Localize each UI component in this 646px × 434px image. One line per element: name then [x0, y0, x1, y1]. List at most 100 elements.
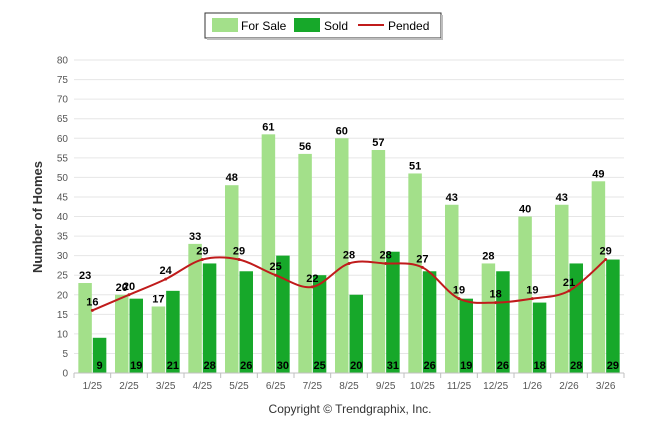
- x-tick-label: 9/25: [376, 381, 396, 392]
- pended-point[interactable]: [494, 301, 498, 305]
- bar-sold[interactable]: [349, 294, 364, 373]
- y-tick-label: 50: [57, 173, 69, 184]
- legend-swatch-sold: [294, 18, 320, 32]
- data-label-for-sale: 51: [409, 160, 421, 172]
- data-label-sold: 9: [97, 360, 103, 372]
- pended-point[interactable]: [127, 293, 131, 297]
- bar-for-sale[interactable]: [298, 153, 312, 373]
- data-label-sold: 25: [313, 360, 325, 372]
- y-tick-label: 25: [57, 271, 69, 282]
- pended-point[interactable]: [310, 285, 314, 289]
- legend-shadow-bottom: [207, 38, 443, 40]
- pended-point[interactable]: [604, 258, 608, 262]
- data-label-for-sale: 17: [152, 293, 164, 305]
- data-label-pended: 16: [86, 296, 98, 308]
- bar-sold[interactable]: [129, 298, 144, 373]
- bar-for-sale[interactable]: [371, 149, 386, 373]
- data-label-pended: 25: [270, 261, 282, 273]
- bar-sold[interactable]: [606, 259, 620, 373]
- data-label-for-sale: 43: [556, 192, 568, 204]
- x-tick-label: 2/25: [119, 381, 139, 392]
- bar-sold[interactable]: [386, 251, 400, 373]
- bar-sold[interactable]: [239, 271, 254, 373]
- bar-sold[interactable]: [496, 271, 510, 373]
- pended-point[interactable]: [420, 265, 424, 269]
- data-label-for-sale: 40: [519, 204, 531, 216]
- bar-sold[interactable]: [459, 298, 474, 373]
- bars: [78, 134, 620, 374]
- data-label-for-sale: 56: [299, 141, 311, 153]
- data-label-pended: 19: [453, 285, 465, 297]
- bar-for-sale[interactable]: [188, 243, 202, 373]
- bar-sold[interactable]: [422, 271, 437, 373]
- y-tick-label: 80: [57, 56, 69, 67]
- bar-sold[interactable]: [532, 302, 547, 373]
- data-label-for-sale: 23: [79, 270, 91, 282]
- pended-point[interactable]: [237, 258, 241, 262]
- legend-item-pended[interactable]: Pended: [358, 19, 429, 33]
- x-tick-label: 3/25: [156, 381, 176, 392]
- data-label-sold: 19: [130, 360, 142, 372]
- pended-point[interactable]: [274, 273, 278, 277]
- data-label-sold: 19: [460, 360, 472, 372]
- bar-sold[interactable]: [202, 263, 217, 373]
- pended-point[interactable]: [530, 297, 534, 301]
- data-label-sold: 31: [387, 360, 399, 372]
- y-tick-label: 70: [57, 95, 69, 106]
- bar-for-sale[interactable]: [225, 185, 239, 373]
- bar-for-sale[interactable]: [151, 306, 166, 373]
- bar-for-sale[interactable]: [481, 263, 496, 373]
- data-labels: 23 9 20 19 17 21 33 28 48 26 61 30 56 25 60 20 57 31 51 26 4…: [79, 121, 619, 372]
- pended-point[interactable]: [164, 277, 168, 281]
- data-label-pended: 19: [526, 285, 538, 297]
- bar-for-sale[interactable]: [518, 216, 532, 374]
- data-label-sold: 30: [277, 360, 289, 372]
- data-label-for-sale: 48: [226, 172, 238, 184]
- x-tick-label: 11/25: [447, 381, 472, 392]
- bar-sold[interactable]: [276, 255, 290, 373]
- data-label-sold: 26: [497, 360, 509, 372]
- pended-point[interactable]: [457, 297, 461, 301]
- x-tick-label: 1/26: [523, 381, 543, 392]
- pended-point[interactable]: [200, 258, 204, 262]
- bar-for-sale[interactable]: [261, 134, 276, 373]
- legend-item-for-sale[interactable]: For Sale: [212, 18, 287, 33]
- legend-item-sold[interactable]: Sold: [294, 18, 348, 33]
- x-tick-label: 2/26: [559, 381, 579, 392]
- axes: 0 5 10 15 20 25 30 35 40 45 50 55 60 65 70 75 80 1/25 2/25…: [57, 56, 625, 392]
- y-tick-label: 20: [57, 290, 69, 301]
- bar-for-sale[interactable]: [445, 204, 459, 373]
- bar-sold[interactable]: [312, 275, 327, 373]
- bar-for-sale[interactable]: [78, 283, 92, 373]
- data-label-sold: 18: [533, 360, 545, 372]
- y-tick-label: 40: [57, 212, 69, 223]
- data-label-for-sale: 49: [592, 168, 604, 180]
- bar-for-sale[interactable]: [408, 173, 422, 373]
- data-label-sold: 28: [570, 360, 582, 372]
- y-tick-label: 15: [57, 310, 69, 321]
- x-tick-label: 6/25: [266, 381, 286, 392]
- x-tick-label: 7/25: [303, 381, 323, 392]
- bar-for-sale[interactable]: [591, 181, 606, 373]
- legend-label-sold: Sold: [324, 19, 348, 33]
- copyright-footer: Copyright © Trendgraphix, Inc.: [269, 402, 432, 416]
- pended-point[interactable]: [347, 261, 351, 265]
- data-label-pended: 20: [123, 281, 135, 293]
- pended-point[interactable]: [384, 261, 388, 265]
- bar-sold[interactable]: [92, 337, 107, 373]
- data-label-for-sale: 20: [116, 282, 128, 294]
- bar-sold[interactable]: [166, 290, 180, 373]
- data-label-pended: 22: [306, 273, 318, 285]
- pended-point[interactable]: [90, 308, 94, 312]
- legend[interactable]: For Sale Sold Pended: [204, 12, 443, 40]
- data-label-sold: 28: [203, 360, 215, 372]
- legend-label-for-sale: For Sale: [241, 19, 287, 33]
- bar-sold[interactable]: [569, 263, 584, 373]
- x-tick-label: 12/25: [483, 381, 508, 392]
- pended-point[interactable]: [567, 289, 571, 293]
- bar-for-sale[interactable]: [335, 138, 349, 373]
- bar-for-sale[interactable]: [115, 294, 129, 373]
- x-tick-label: 8/25: [339, 381, 359, 392]
- y-tick-label: 75: [57, 75, 69, 86]
- bar-for-sale[interactable]: [555, 204, 569, 373]
